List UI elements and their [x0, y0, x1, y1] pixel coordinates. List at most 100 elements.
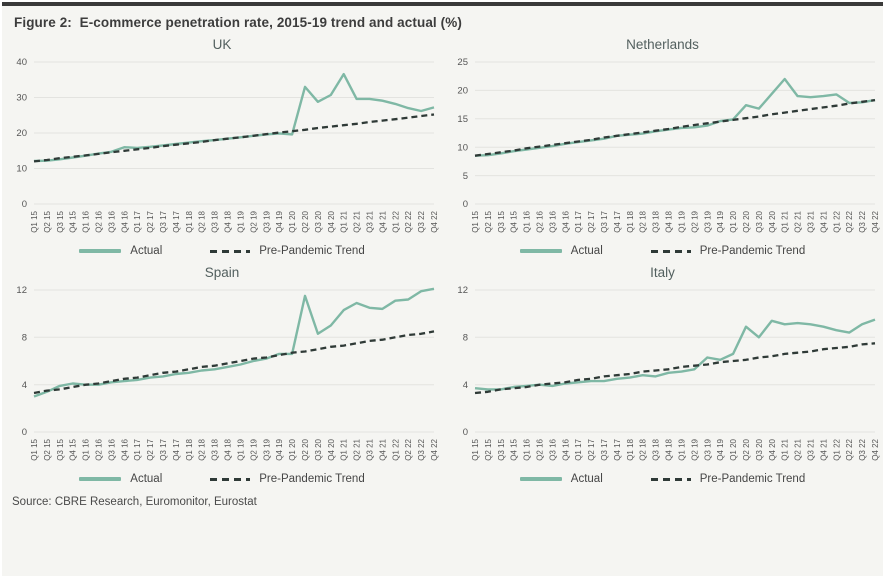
- svg-text:10: 10: [457, 142, 468, 153]
- svg-text:Q2 19: Q2 19: [690, 210, 699, 232]
- svg-text:Q4 20: Q4 20: [767, 210, 776, 232]
- chart-legend-italy: Actual Pre-Pandemic Trend: [443, 470, 883, 488]
- svg-text:Q4 22: Q4 22: [871, 210, 880, 232]
- svg-text:Q2 18: Q2 18: [638, 438, 647, 460]
- chart-legend-uk: Actual Pre-Pandemic Trend: [2, 242, 442, 260]
- svg-text:Q4 21: Q4 21: [819, 210, 828, 232]
- legend-item-actual: Actual: [519, 473, 603, 485]
- actual-line-swatch: [79, 249, 122, 253]
- svg-text:Q1 19: Q1 19: [237, 438, 246, 460]
- svg-text:Q2 15: Q2 15: [43, 210, 52, 232]
- legend-trend-label: Pre-Pandemic Trend: [259, 245, 365, 257]
- svg-text:Q4 15: Q4 15: [509, 210, 518, 232]
- svg-text:Q2 16: Q2 16: [535, 438, 544, 460]
- svg-text:Q4 20: Q4 20: [767, 438, 776, 460]
- svg-text:Q3 15: Q3 15: [496, 210, 505, 232]
- legend-trend-label: Pre-Pandemic Trend: [259, 473, 365, 485]
- svg-text:Q2 21: Q2 21: [353, 210, 362, 232]
- svg-text:Q3 22: Q3 22: [858, 210, 867, 232]
- actual-line-swatch: [79, 477, 122, 481]
- svg-text:Q1 15: Q1 15: [471, 210, 480, 232]
- svg-text:Q1 19: Q1 19: [677, 438, 686, 460]
- svg-text:Q1 18: Q1 18: [625, 438, 634, 460]
- svg-text:Q2 15: Q2 15: [483, 438, 492, 460]
- svg-text:20: 20: [457, 86, 468, 97]
- svg-text:Q4 16: Q4 16: [561, 438, 570, 460]
- svg-text:Q4 16: Q4 16: [120, 438, 129, 460]
- svg-text:Q3 21: Q3 21: [366, 210, 375, 232]
- svg-text:Q3 21: Q3 21: [806, 438, 815, 460]
- svg-text:0: 0: [22, 199, 27, 210]
- svg-text:4: 4: [22, 380, 27, 391]
- svg-text:Q1 15: Q1 15: [471, 438, 480, 460]
- svg-text:Q4 19: Q4 19: [716, 210, 725, 232]
- svg-text:Q1 22: Q1 22: [832, 438, 841, 460]
- svg-text:Q3 20: Q3 20: [754, 210, 763, 232]
- svg-text:Q3 16: Q3 16: [548, 438, 557, 460]
- svg-text:Q2 17: Q2 17: [146, 438, 155, 460]
- svg-text:Q1 21: Q1 21: [340, 210, 349, 232]
- svg-text:Q2 22: Q2 22: [845, 438, 854, 460]
- svg-text:Q2 17: Q2 17: [587, 210, 596, 232]
- legend-item-trend: Pre-Pandemic Trend: [210, 245, 365, 257]
- svg-text:Q3 20: Q3 20: [314, 438, 323, 460]
- legend-trend-label: Pre-Pandemic Trend: [699, 245, 806, 257]
- svg-text:Q1 20: Q1 20: [288, 210, 297, 232]
- svg-text:Q4 16: Q4 16: [120, 210, 129, 232]
- svg-text:Q2 17: Q2 17: [146, 210, 155, 232]
- svg-text:12: 12: [457, 285, 468, 296]
- svg-text:Q1 22: Q1 22: [832, 210, 841, 232]
- svg-text:Q4 21: Q4 21: [378, 438, 387, 460]
- svg-text:Q1 21: Q1 21: [780, 438, 789, 460]
- svg-text:4: 4: [462, 380, 467, 391]
- top-border-bar: [2, 2, 883, 6]
- svg-text:Q3 17: Q3 17: [159, 210, 168, 232]
- legend-item-actual: Actual: [79, 245, 162, 257]
- svg-text:Q4 20: Q4 20: [327, 210, 336, 232]
- svg-text:Q2 20: Q2 20: [301, 210, 310, 232]
- svg-text:Q3 22: Q3 22: [858, 438, 867, 460]
- chart-plot-spain: 0 4 8 12 Q1 15 Q2 15 Q3 15 Q4 15 Q1 16 Q2 16 Q3 16…: [16, 285, 439, 461]
- svg-text:Q4 18: Q4 18: [664, 438, 673, 460]
- svg-text:Q3 18: Q3 18: [211, 438, 220, 460]
- svg-text:Q3 17: Q3 17: [600, 438, 609, 460]
- legend-item-trend: Pre-Pandemic Trend: [650, 245, 806, 257]
- legend-item-trend: Pre-Pandemic Trend: [210, 473, 365, 485]
- svg-text:Q1 19: Q1 19: [677, 210, 686, 232]
- svg-text:Q3 20: Q3 20: [754, 438, 763, 460]
- svg-text:Q2 20: Q2 20: [301, 438, 310, 460]
- svg-text:Q2 20: Q2 20: [742, 438, 751, 460]
- svg-text:Q2 17: Q2 17: [587, 438, 596, 460]
- svg-text:Q1 16: Q1 16: [82, 210, 91, 232]
- svg-text:Q4 15: Q4 15: [69, 438, 78, 460]
- svg-text:Q3 19: Q3 19: [262, 210, 271, 232]
- svg-text:Q4 19: Q4 19: [275, 438, 284, 460]
- chart-title-spain: Spain: [204, 265, 240, 280]
- svg-text:Q3 15: Q3 15: [56, 438, 65, 460]
- svg-text:Q1 22: Q1 22: [391, 438, 400, 460]
- svg-text:40: 40: [16, 57, 27, 68]
- svg-text:Q3 19: Q3 19: [703, 210, 712, 232]
- svg-text:Q1 20: Q1 20: [729, 210, 738, 232]
- legend-actual-label: Actual: [570, 245, 603, 257]
- svg-text:Q2 21: Q2 21: [793, 438, 802, 460]
- svg-text:Q3 22: Q3 22: [417, 210, 426, 232]
- chart-legend-spain: Actual Pre-Pandemic Trend: [2, 470, 442, 488]
- svg-text:Q1 16: Q1 16: [82, 438, 91, 460]
- chart-title-italy: Italy: [650, 265, 675, 280]
- svg-text:Q4 17: Q4 17: [172, 438, 181, 460]
- svg-text:Q3 20: Q3 20: [314, 210, 323, 232]
- svg-text:Q2 22: Q2 22: [404, 210, 413, 232]
- svg-text:Q1 18: Q1 18: [185, 210, 194, 232]
- svg-text:Q1 15: Q1 15: [30, 210, 39, 232]
- svg-text:Q2 20: Q2 20: [742, 210, 751, 232]
- chart-title-uk: UK: [212, 37, 232, 52]
- source-text: Source: CBRE Research, Euromonitor, Euro…: [12, 496, 257, 508]
- svg-text:Q4 22: Q4 22: [430, 438, 439, 460]
- svg-text:Q4 18: Q4 18: [224, 210, 233, 232]
- svg-text:Q1 17: Q1 17: [133, 210, 142, 232]
- svg-text:Q4 17: Q4 17: [172, 210, 181, 232]
- svg-text:Q4 17: Q4 17: [612, 210, 621, 232]
